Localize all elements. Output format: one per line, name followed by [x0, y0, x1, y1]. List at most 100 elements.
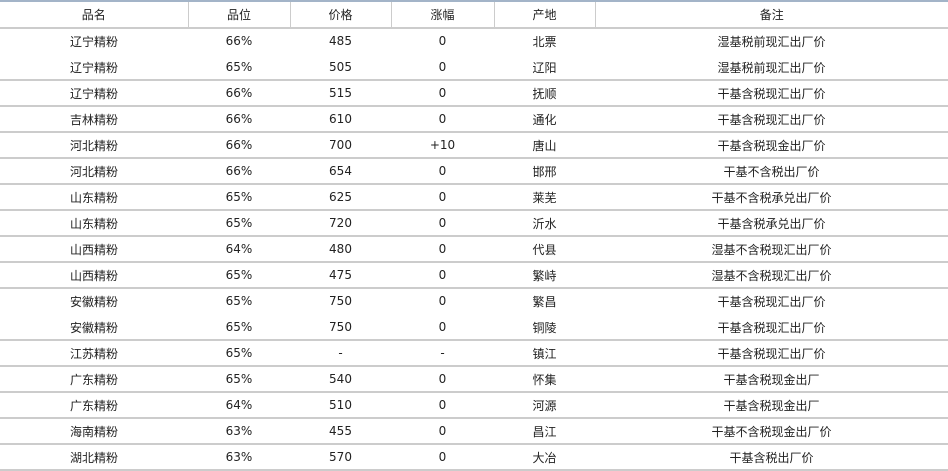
cell-price: 475	[290, 262, 391, 289]
cell-price: 654	[290, 158, 391, 185]
cell-change: 0	[391, 288, 494, 315]
cell-product-name: 山东精粉	[0, 210, 188, 237]
cell-origin: 邯邢	[494, 158, 595, 185]
table-row: 广东精粉 65% 540 0 怀集 干基含税现金出厂	[0, 366, 948, 393]
cell-price: -	[290, 340, 391, 367]
cell-change: +10	[391, 132, 494, 159]
cell-product-name: 安徽精粉	[0, 288, 188, 315]
cell-product-name: 广东精粉	[0, 392, 188, 419]
cell-origin: 怀集	[494, 366, 595, 393]
table-row: 山东精粉 65% 720 0 沂水 干基含税承兑出厂价	[0, 210, 948, 237]
column-header-origin: 产地	[494, 1, 596, 29]
cell-price: 700	[290, 132, 391, 159]
cell-remark: 干基含税现汇出厂价	[595, 314, 948, 341]
table-row: 安徽精粉 65% 750 0 繁昌 干基含税现汇出厂价	[0, 288, 948, 315]
cell-remark: 干基含税现金出厂	[595, 366, 948, 393]
cell-price: 540	[290, 366, 391, 393]
cell-origin: 河源	[494, 392, 595, 419]
cell-grade: 66%	[188, 158, 290, 185]
cell-origin: 繁昌	[494, 288, 595, 315]
cell-grade: 64%	[188, 236, 290, 263]
cell-grade: 66%	[188, 106, 290, 133]
cell-origin: 抚顺	[494, 80, 595, 107]
cell-remark: 湿基税前现汇出厂价	[595, 28, 948, 55]
cell-remark: 干基含税出厂价	[595, 444, 948, 471]
table-row: 海南精粉 63% 455 0 昌江 干基不含税现金出厂价	[0, 418, 948, 445]
table-row: 安徽精粉 65% 750 0 铜陵 干基含税现汇出厂价	[0, 314, 948, 341]
cell-price: 505	[290, 54, 391, 81]
cell-origin: 大冶	[494, 444, 595, 471]
cell-remark: 干基含税现汇出厂价	[595, 106, 948, 133]
cell-origin: 通化	[494, 106, 595, 133]
cell-remark: 干基不含税现金出厂价	[595, 418, 948, 445]
cell-price: 750	[290, 288, 391, 315]
cell-origin: 莱芜	[494, 184, 595, 211]
cell-origin: 代县	[494, 236, 595, 263]
cell-change: 0	[391, 366, 494, 393]
cell-remark: 干基不含税出厂价	[595, 158, 948, 185]
cell-product-name: 河北精粉	[0, 158, 188, 185]
column-header-change: 涨幅	[391, 1, 495, 29]
cell-change: 0	[391, 210, 494, 237]
column-header-remark: 备注	[595, 1, 948, 29]
cell-remark: 湿基不含税现汇出厂价	[595, 236, 948, 263]
cell-origin: 铜陵	[494, 314, 595, 341]
cell-grade: 66%	[188, 80, 290, 107]
cell-change: -	[391, 340, 494, 367]
cell-origin: 繁峙	[494, 262, 595, 289]
table-row: 山东精粉 65% 625 0 莱芜 干基不含税承兑出厂价	[0, 184, 948, 211]
table-row: 辽宁精粉 65% 505 0 辽阳 湿基税前现汇出厂价	[0, 54, 948, 81]
cell-product-name: 江苏精粉	[0, 340, 188, 367]
cell-remark: 干基含税现汇出厂价	[595, 340, 948, 367]
table-row: 河北精粉 66% 700 +10 唐山 干基含税现金出厂价	[0, 132, 948, 159]
cell-product-name: 辽宁精粉	[0, 28, 188, 55]
table-row: 辽宁精粉 66% 485 0 北票 湿基税前现汇出厂价	[0, 28, 948, 55]
cell-grade: 65%	[188, 366, 290, 393]
cell-change: 0	[391, 236, 494, 263]
cell-product-name: 广东精粉	[0, 366, 188, 393]
cell-remark: 干基含税现金出厂价	[595, 132, 948, 159]
cell-product-name: 山西精粉	[0, 262, 188, 289]
cell-price: 510	[290, 392, 391, 419]
cell-remark: 干基含税现汇出厂价	[595, 80, 948, 107]
cell-change: 0	[391, 418, 494, 445]
cell-origin: 唐山	[494, 132, 595, 159]
cell-origin: 镇江	[494, 340, 595, 367]
cell-product-name: 河北精粉	[0, 132, 188, 159]
table-row: 广东精粉 64% 510 0 河源 干基含税现金出厂	[0, 392, 948, 419]
cell-price: 625	[290, 184, 391, 211]
cell-price: 720	[290, 210, 391, 237]
cell-change: 0	[391, 106, 494, 133]
cell-product-name: 湖北精粉	[0, 444, 188, 471]
table-row: 湖北精粉 63% 570 0 大冶 干基含税出厂价	[0, 444, 948, 471]
table-row: 河北精粉 66% 654 0 邯邢 干基不含税出厂价	[0, 158, 948, 185]
cell-remark: 湿基税前现汇出厂价	[595, 54, 948, 81]
column-header-price: 价格	[290, 1, 392, 29]
cell-change: 0	[391, 262, 494, 289]
table-row: 山西精粉 65% 475 0 繁峙 湿基不含税现汇出厂价	[0, 262, 948, 289]
cell-grade: 64%	[188, 392, 290, 419]
cell-price: 750	[290, 314, 391, 341]
cell-product-name: 安徽精粉	[0, 314, 188, 341]
cell-grade: 65%	[188, 314, 290, 341]
column-header-product-name: 品名	[0, 1, 189, 29]
cell-grade: 65%	[188, 184, 290, 211]
cell-product-name: 吉林精粉	[0, 106, 188, 133]
cell-price: 515	[290, 80, 391, 107]
cell-remark: 干基含税现汇出厂价	[595, 288, 948, 315]
cell-grade: 65%	[188, 54, 290, 81]
cell-change: 0	[391, 54, 494, 81]
cell-origin: 昌江	[494, 418, 595, 445]
cell-price: 480	[290, 236, 391, 263]
cell-origin: 北票	[494, 28, 595, 55]
cell-change: 0	[391, 80, 494, 107]
cell-origin: 辽阳	[494, 54, 595, 81]
cell-remark: 干基含税承兑出厂价	[595, 210, 948, 237]
table-row: 山西精粉 64% 480 0 代县 湿基不含税现汇出厂价	[0, 236, 948, 263]
cell-grade: 65%	[188, 210, 290, 237]
cell-grade: 63%	[188, 418, 290, 445]
cell-change: 0	[391, 28, 494, 55]
cell-grade: 66%	[188, 28, 290, 55]
cell-grade: 63%	[188, 444, 290, 471]
